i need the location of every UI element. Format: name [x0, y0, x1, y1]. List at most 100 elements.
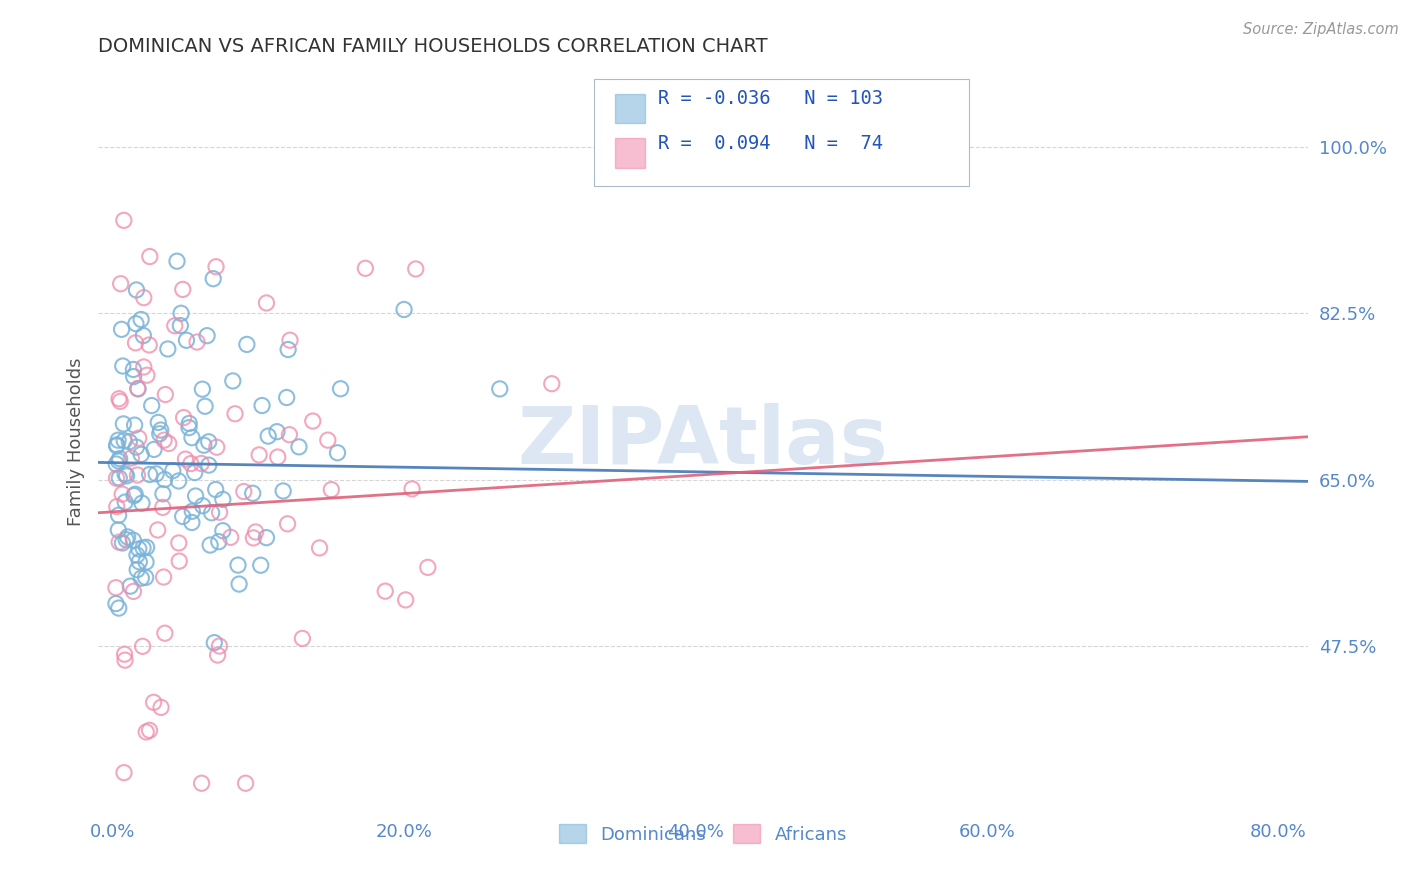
Point: [152, 487, 174, 501]
Point: [222, 374, 245, 388]
Point: [104, 597, 127, 611]
Point: [167, 554, 190, 568]
Point: [190, 776, 212, 790]
Point: [228, 577, 250, 591]
Point: [174, 452, 197, 467]
Point: [107, 523, 129, 537]
Point: [256, 296, 278, 310]
Point: [219, 530, 242, 544]
Point: [250, 399, 273, 413]
Point: [163, 318, 186, 333]
Point: [135, 570, 157, 584]
Point: [157, 436, 180, 450]
Point: [129, 447, 152, 461]
Point: [191, 382, 214, 396]
Point: [202, 271, 225, 285]
Point: [173, 410, 195, 425]
Point: [278, 333, 301, 347]
Point: [401, 482, 423, 496]
Point: [416, 560, 439, 574]
Point: [114, 495, 136, 509]
Point: [235, 776, 257, 790]
Point: [128, 431, 150, 445]
Point: [105, 471, 128, 485]
Point: [107, 434, 129, 448]
Point: [112, 213, 135, 227]
Point: [115, 533, 138, 547]
Point: [127, 563, 149, 577]
Point: [242, 531, 264, 545]
Point: [207, 648, 229, 662]
Point: [540, 376, 562, 391]
Point: [169, 318, 191, 333]
Point: [117, 530, 139, 544]
Point: [122, 533, 145, 548]
Point: [149, 426, 172, 441]
Point: [120, 579, 142, 593]
Point: [138, 723, 160, 738]
Point: [278, 427, 301, 442]
FancyBboxPatch shape: [614, 138, 645, 168]
Point: [276, 391, 298, 405]
Point: [374, 584, 396, 599]
Point: [142, 695, 165, 709]
Point: [204, 483, 226, 497]
Point: [301, 414, 323, 428]
Point: [129, 312, 152, 326]
Point: [181, 431, 204, 445]
Point: [256, 531, 278, 545]
Point: [288, 440, 311, 454]
Point: [139, 250, 162, 264]
Point: [135, 541, 157, 555]
Point: [208, 505, 231, 519]
Point: [197, 434, 219, 449]
Point: [107, 601, 129, 615]
Text: DOMINICAN VS AFRICAN FAMILY HOUSEHOLDS CORRELATION CHART: DOMINICAN VS AFRICAN FAMILY HOUSEHOLDS C…: [98, 37, 768, 56]
Point: [316, 433, 339, 447]
Point: [172, 509, 194, 524]
Point: [110, 322, 132, 336]
Point: [143, 442, 166, 457]
Text: ZIPAtlas: ZIPAtlas: [517, 402, 889, 481]
Point: [156, 342, 179, 356]
Point: [105, 500, 128, 514]
Point: [405, 262, 427, 277]
Point: [146, 523, 169, 537]
Point: [124, 418, 146, 433]
Point: [326, 446, 349, 460]
Point: [277, 516, 299, 531]
Point: [257, 429, 280, 443]
Point: [395, 593, 418, 607]
Point: [132, 359, 155, 374]
Point: [170, 306, 193, 320]
Y-axis label: Family Households: Family Households: [66, 358, 84, 525]
Legend: Dominicans, Africans: Dominicans, Africans: [551, 817, 855, 851]
Point: [105, 438, 128, 452]
Point: [488, 382, 510, 396]
Point: [242, 486, 264, 500]
Point: [152, 500, 174, 515]
Point: [120, 451, 142, 466]
Point: [111, 487, 134, 501]
Point: [127, 468, 149, 483]
Point: [108, 451, 131, 466]
Point: [202, 635, 225, 649]
Point: [291, 632, 314, 646]
Point: [108, 535, 131, 549]
Point: [122, 584, 145, 599]
Point: [129, 571, 152, 585]
Point: [105, 439, 128, 453]
Point: [205, 260, 228, 274]
Point: [247, 448, 270, 462]
Point: [245, 524, 267, 539]
Point: [198, 538, 221, 552]
Point: [191, 499, 214, 513]
Point: [150, 700, 173, 714]
Point: [186, 334, 208, 349]
Point: [224, 407, 246, 421]
Point: [179, 417, 201, 431]
Point: [122, 369, 145, 384]
Point: [155, 387, 177, 401]
Point: [135, 368, 157, 383]
Point: [108, 394, 131, 409]
